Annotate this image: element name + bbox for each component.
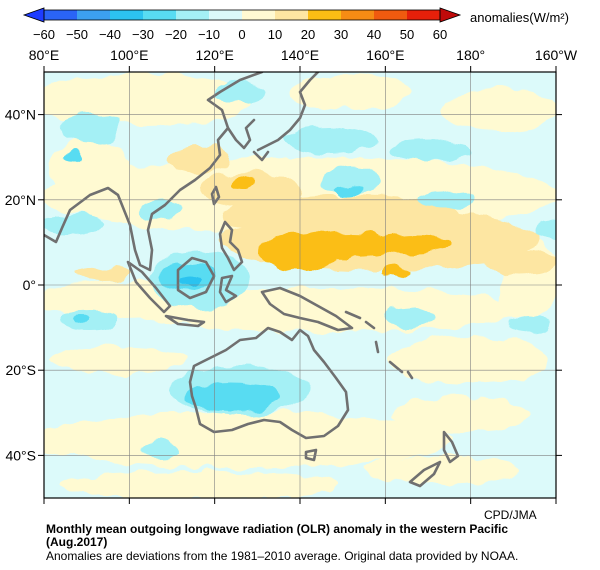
- colorbar-cell: [143, 10, 176, 20]
- taiwan-coast: [210, 185, 221, 206]
- colorbar-tick-label: −30: [132, 27, 154, 42]
- caption-title: Monthly mean outgoing longwave radiation…: [46, 522, 509, 536]
- lon-label: 160°W: [535, 47, 578, 63]
- colorbar-cell: [341, 10, 374, 20]
- lon-label: 140°E: [281, 47, 319, 63]
- colorbar-tick-label: −50: [66, 27, 88, 42]
- korea-coast: [226, 118, 256, 150]
- caption-period: (Aug.2017): [46, 535, 108, 549]
- lon-label: 180°: [456, 47, 485, 63]
- lon-label: 120°E: [196, 47, 234, 63]
- caption-note: Anomalies are deviations from the 1981–2…: [46, 549, 519, 563]
- lat-label: 40°S: [5, 447, 36, 463]
- new-guinea-coast: [260, 286, 354, 332]
- asia-coastline: [44, 72, 264, 272]
- solomon-islands-coast: [344, 310, 376, 330]
- sumatra-coast: [126, 260, 172, 314]
- colorbar-cell: [308, 10, 341, 20]
- colorbar-tick-label: 30: [334, 27, 348, 42]
- tasmania-coast: [304, 448, 318, 462]
- vanuatu-coast: [374, 340, 380, 354]
- java-coast: [164, 314, 206, 328]
- lat-label: 20°S: [5, 362, 36, 378]
- fiji-coast: [406, 370, 414, 380]
- kyushu-coast: [252, 150, 270, 162]
- philippines-coast: [218, 220, 244, 272]
- colorbar-tick-label: −40: [99, 27, 121, 42]
- colorbar-high-arrow: [439, 7, 462, 23]
- colorbar-tick-label: −60: [33, 27, 55, 42]
- credit-label: CPD/JMA: [484, 508, 537, 522]
- colorbar-tick-label: 60: [433, 27, 447, 42]
- colorbar-tick-label: −10: [198, 27, 220, 42]
- olr-anomaly-map: 80°E 100°E 120°E 140°E 160°E 180° 160°W 40°N 20…: [5, 47, 578, 504]
- colorbar-cell: [374, 10, 407, 20]
- borneo-coast: [176, 256, 216, 300]
- colorbar-tick-label: −20: [165, 27, 187, 42]
- colorbar-cell: [77, 10, 110, 20]
- colorbar-low-arrow: [22, 7, 45, 23]
- colorbar-tick-label: 20: [301, 27, 315, 42]
- colorbar-tick-label: 0: [238, 27, 245, 42]
- colorbar-tick-label: 10: [268, 27, 282, 42]
- australia-coastline: [188, 326, 350, 440]
- lon-label: 80°E: [29, 47, 60, 63]
- colorbar-cell: [407, 10, 440, 20]
- anomaly-colorbar: −60 −50 −40 −30 −20 −10 0 10 20 30 40 50 60 anomalie…: [22, 7, 569, 42]
- colorbar-cell: [176, 10, 209, 20]
- lon-label: 100°E: [110, 47, 148, 63]
- lat-label: 20°N: [5, 192, 36, 208]
- new-zealand-north-coast: [442, 430, 460, 464]
- colorbar-tick-label: 50: [400, 27, 414, 42]
- colorbar-cell: [242, 10, 275, 20]
- lon-label: 160°E: [366, 47, 404, 63]
- colorbar-cell: [44, 10, 77, 20]
- colorbar-tick-label: 40: [367, 27, 381, 42]
- colorbar-cell: [209, 10, 242, 20]
- colorbar-unit-label: anomalies(W/m²): [470, 10, 569, 25]
- lat-label: 40°N: [5, 107, 36, 123]
- sulawesi-coast: [218, 274, 238, 304]
- colorbar-cell: [275, 10, 308, 20]
- colorbar-cell: [110, 10, 143, 20]
- new-zealand-south-coast: [408, 460, 442, 488]
- lat-label: 0°: [23, 277, 36, 293]
